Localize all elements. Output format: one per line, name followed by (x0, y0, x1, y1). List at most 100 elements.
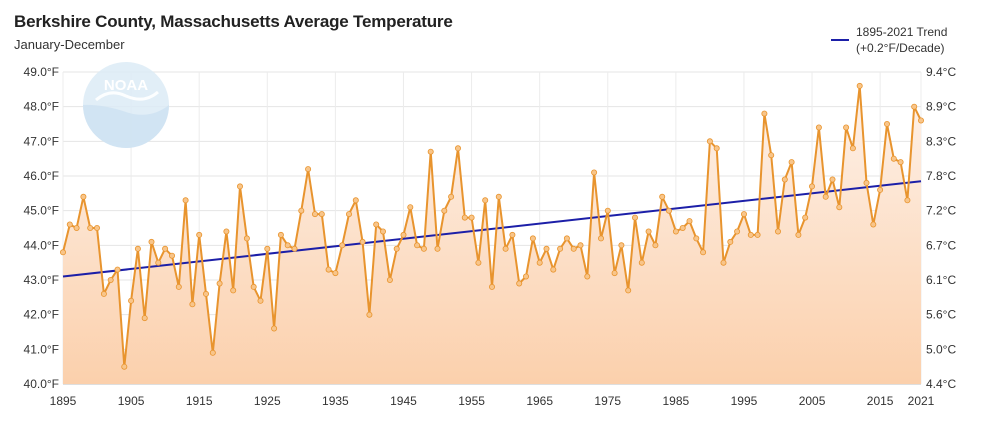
data-point (475, 259, 482, 266)
data-point (230, 287, 237, 294)
x-tick-label: 1895 (50, 394, 77, 408)
chart-subtitle: January-December (14, 37, 125, 52)
data-point (461, 214, 468, 221)
data-point (448, 193, 455, 200)
y-tick-label-f: 45.0°F (24, 204, 59, 218)
y-tick-label-f: 44.0°F (24, 238, 59, 252)
data-point (727, 238, 734, 245)
data-point (584, 273, 591, 280)
data-point (414, 242, 421, 249)
data-point (849, 145, 856, 152)
data-point (768, 152, 775, 159)
x-tick-label: 1925 (254, 394, 281, 408)
y-axis-left-ticks: 40.0°F 41.0°F 42.0°F 43.0°F 44.0°F 45.0°F 46.0… (24, 65, 59, 391)
trend-line (62, 180, 922, 278)
data-point (305, 166, 312, 173)
y-tick-label-c: 8.9°C (926, 100, 956, 114)
x-tick-label: 1965 (526, 394, 553, 408)
data-point (700, 249, 707, 256)
data-point (80, 193, 87, 200)
data-point (802, 214, 809, 221)
data-point (713, 145, 720, 152)
data-point (373, 221, 380, 228)
data-point (754, 231, 761, 238)
noaa-logo-text: NOAA (104, 77, 148, 94)
data-point (815, 124, 822, 131)
data-point (809, 183, 816, 190)
data-point (352, 197, 359, 204)
data-point (407, 204, 414, 211)
data-point (155, 259, 162, 266)
x-tick-label: 2015 (867, 394, 894, 408)
y-tick-label-f: 42.0°F (24, 308, 59, 322)
data-point (788, 159, 795, 166)
y-tick-label-c: 6.7°C (926, 238, 956, 252)
data-point (625, 287, 632, 294)
x-tick-label: 1985 (663, 394, 690, 408)
data-point (638, 259, 645, 266)
y-tick-label-f: 47.0°F (24, 134, 59, 148)
data-point (563, 235, 570, 242)
data-point (420, 245, 427, 252)
y-tick-label-f: 48.0°F (24, 100, 59, 114)
data-point (523, 273, 530, 280)
data-point (271, 325, 278, 332)
x-tick-label: 2005 (799, 394, 826, 408)
data-point (822, 193, 829, 200)
x-tick-label: 1945 (390, 394, 417, 408)
data-point (264, 245, 271, 252)
data-point (761, 110, 768, 117)
area-fill (63, 85, 921, 385)
data-point (672, 228, 679, 235)
data-point (877, 186, 884, 193)
data-point (386, 276, 393, 283)
data-point (189, 301, 196, 308)
data-point (488, 283, 495, 290)
data-point (107, 276, 114, 283)
data-point (400, 231, 407, 238)
y-tick-label-f: 40.0°F (24, 377, 59, 391)
data-point (870, 221, 877, 228)
trend-legend-label: 1895-2021 Trend (856, 25, 948, 39)
x-tick-label: 1905 (118, 394, 145, 408)
data-point (114, 266, 121, 273)
x-tick-label: 1995 (731, 394, 758, 408)
data-point (121, 363, 128, 370)
data-point (775, 228, 782, 235)
data-point (87, 224, 94, 231)
data-point (100, 290, 107, 297)
data-point (884, 121, 891, 128)
data-point (570, 245, 577, 252)
y-tick-label-c: 7.8°C (926, 169, 956, 183)
data-point (747, 231, 754, 238)
data-point (781, 176, 788, 183)
data-point (182, 197, 189, 204)
y-tick-label-c: 5.6°C (926, 308, 956, 322)
data-point (529, 235, 536, 242)
data-point (495, 193, 502, 200)
data-point (645, 228, 652, 235)
chart-legend: 1895-2021 Trend (+0.2°F/Decade) (828, 25, 978, 59)
y-tick-label-c: 5.0°C (926, 342, 956, 356)
data-point (311, 211, 318, 218)
data-point (223, 228, 230, 235)
data-point (536, 259, 543, 266)
data-point (202, 290, 209, 297)
noaa-logo: NOAA (83, 62, 169, 148)
y-tick-label-f: 43.0°F (24, 273, 59, 287)
data-point (339, 242, 346, 249)
data-point (209, 349, 216, 356)
data-point (134, 245, 141, 252)
data-point (60, 249, 67, 256)
data-point (904, 197, 911, 204)
x-tick-label: 1935 (322, 394, 349, 408)
data-point (686, 218, 693, 225)
data-point (734, 228, 741, 235)
y-tick-label-c: 8.3°C (926, 134, 956, 148)
y-tick-label-c: 6.1°C (926, 273, 956, 287)
data-point (720, 259, 727, 266)
data-point (393, 245, 400, 252)
y-tick-label-c: 7.2°C (926, 204, 956, 218)
x-axis-ticks: 1895 1905 1915 1925 1935 1945 1955 1965 1975 1985… (50, 394, 935, 408)
